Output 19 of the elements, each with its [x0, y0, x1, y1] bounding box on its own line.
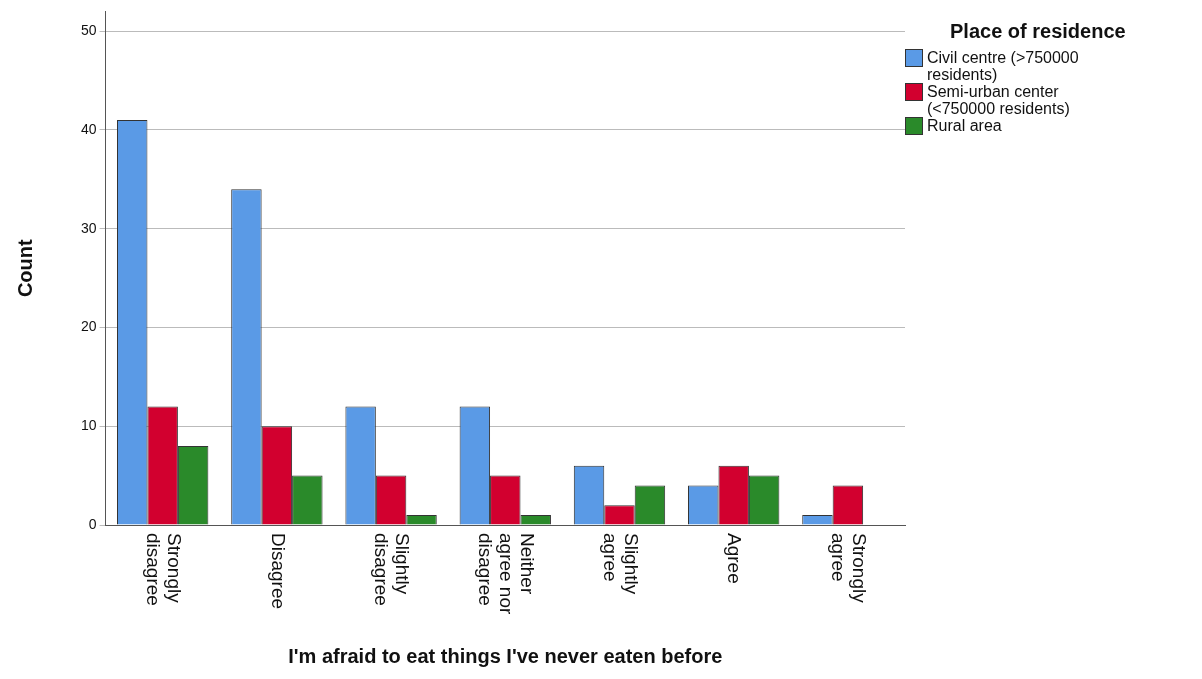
- x-tick-label: Strongly agree: [828, 533, 871, 604]
- y-tick-label: 50: [80, 22, 97, 39]
- y-axis-title: Count: [13, 238, 36, 298]
- legend-title: Place of residence: [950, 20, 1127, 43]
- x-tick-label: Slightly disagree: [371, 533, 414, 606]
- legend-label: Civil centre (>750000 residents): [927, 49, 1080, 83]
- x-tick-label: Slightly agree: [599, 533, 642, 595]
- y-tick-label: 40: [80, 120, 97, 137]
- x-tick-label: Disagree: [267, 533, 289, 610]
- x-tick-label: Agree: [724, 533, 746, 584]
- x-axis-title: I'm afraid to eat things I've never eaten before: [288, 644, 723, 667]
- y-tick-label: 20: [80, 318, 97, 335]
- y-tick-label: 0: [88, 515, 97, 532]
- x-tick-label: Neither agree nor disagree: [475, 533, 539, 616]
- x-tick-label: Strongly disagree: [142, 533, 185, 606]
- y-tick-label: 10: [80, 417, 97, 434]
- y-tick-label: 30: [80, 219, 97, 236]
- legend-label: Rural area: [927, 117, 1002, 134]
- legend-label: Semi-urban center (<750000 residents): [927, 83, 1071, 117]
